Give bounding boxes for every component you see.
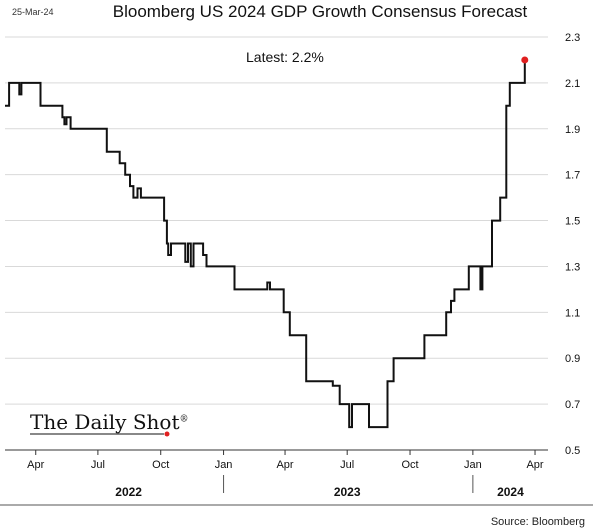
logo-registered-mark: ® [179, 414, 189, 425]
y-tick-label: 0.7 [565, 399, 580, 411]
y-tick-label: 1.5 [565, 216, 580, 228]
grid-layer [5, 36, 548, 451]
x-tick-label: Oct [401, 459, 418, 471]
y-tick-label: 2.1 [565, 78, 580, 90]
y-tick-label: 0.9 [565, 353, 580, 365]
series-layer [5, 56, 529, 429]
x-tick-label: Jul [340, 459, 354, 471]
source-note: Source: Bloomberg [490, 516, 585, 528]
y-tick-label: 0.5 [565, 445, 580, 457]
x-tick-label: Jul [91, 459, 105, 471]
logo-dot [164, 431, 170, 437]
logo-text: The Daily Shot [30, 410, 180, 434]
gdp-forecast-line [5, 59, 526, 429]
y-tick-label: 1.9 [565, 124, 580, 136]
year-label: 2023 [334, 485, 361, 499]
daily-shot-logo: The Daily Shot® [30, 410, 188, 434]
chart-date-label: 25-Mar-24 [12, 7, 54, 17]
y-tick-label: 2.3 [565, 32, 580, 44]
x-tick-label: Apr [526, 459, 543, 471]
y-tick-label: 1.7 [565, 170, 580, 182]
chart-title: Bloomberg US 2024 GDP Growth Consensus F… [112, 2, 528, 21]
latest-point-marker [521, 56, 529, 64]
x-tick-label: Jan [215, 459, 233, 471]
x-tick-label: Apr [27, 459, 44, 471]
latest-annotation: Latest: 2.2% [246, 49, 324, 65]
year-label: 2024 [497, 485, 524, 499]
y-tick-label: 1.1 [565, 307, 580, 319]
year-label: 2022 [115, 485, 142, 499]
axis-layer: 0.5 0.7 0.9 1.1 1.3 1.5 1.7 1.9 2.1 2.3 Apr Jul Oct J… [0, 32, 593, 506]
x-tick-label: Apr [276, 459, 293, 471]
x-tick-label: Jan [464, 459, 482, 471]
x-tick-label: Oct [152, 459, 169, 471]
y-tick-label: 1.3 [565, 261, 580, 273]
